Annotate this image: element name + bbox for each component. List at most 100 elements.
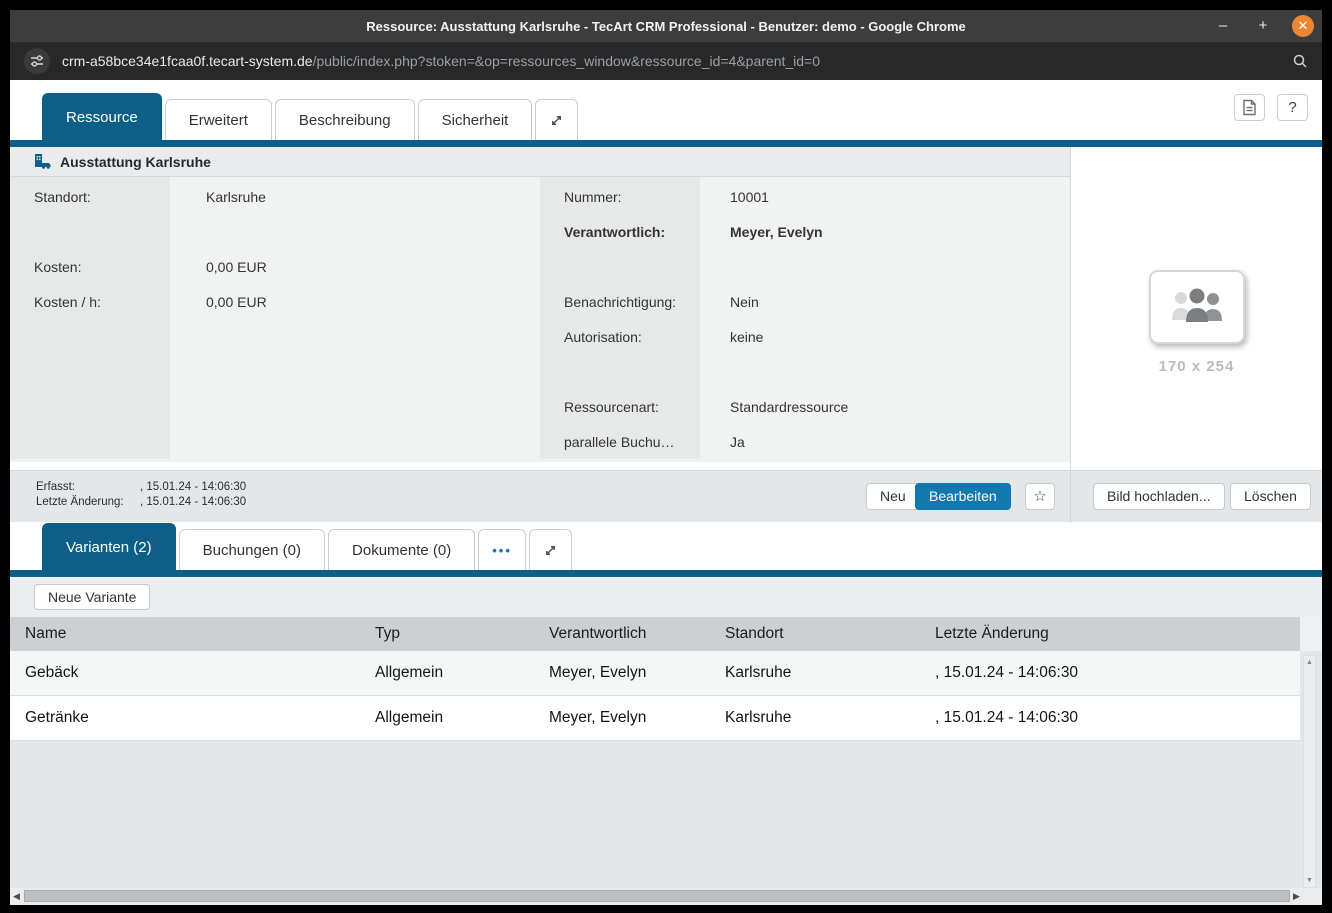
field-value: Meyer, Evelyn [730, 224, 823, 240]
cell-standort: Karlsruhe [725, 709, 792, 726]
field-label [540, 355, 700, 390]
variants-table-header: Name Typ Verantwortlich Standort Letzte … [10, 617, 1300, 651]
favorite-star-button[interactable]: ☆ [1025, 483, 1055, 510]
help-button[interactable]: ? [1277, 94, 1308, 121]
field-label: Benachrichtigung: [564, 294, 677, 310]
more-dots-icon: ••• [492, 542, 512, 558]
table-row[interactable]: Gebäck Allgemein Meyer, Evelyn Karlsruhe… [10, 651, 1300, 696]
field-value: 0,00 EUR [206, 294, 267, 310]
form-right-labels: Nummer: Verantwortlich: Benachrichtigung… [540, 177, 700, 459]
field-value: 10001 [730, 189, 769, 205]
accent-divider-bottom [10, 570, 1322, 577]
url-host: crm-a58bce34e1fcaa0f.tecart-system.de [62, 53, 313, 69]
scroll-up-icon[interactable]: ▲ [1306, 659, 1313, 666]
url-path: /public/index.php?stoken=&op=ressources_… [312, 53, 821, 69]
tab-expand[interactable] [535, 99, 579, 140]
form-right-values: 10001 Meyer, Evelyn Nein keine Standardr… [700, 177, 1070, 459]
bearbeiten-button[interactable]: Bearbeiten [915, 483, 1011, 510]
col-name: Name [25, 625, 67, 642]
field-value: Karlsruhe [206, 189, 266, 205]
variants-actions-bar: Neue Variante [10, 577, 1322, 617]
tab-erweitert[interactable]: Erweitert [164, 99, 272, 140]
tab-dokumente[interactable]: Dokumente (0) [328, 529, 476, 570]
image-placeholder [1148, 270, 1245, 344]
report-button[interactable] [1234, 94, 1265, 121]
tab-ressource[interactable]: Ressource [42, 93, 162, 140]
window-title: Ressource: Ausstattung Karlsruhe - TecAr… [366, 18, 966, 34]
scroll-right-icon[interactable]: ▶ [1293, 891, 1300, 901]
table-row[interactable]: Getränke Allgemein Meyer, Evelyn Karlsru… [10, 696, 1300, 741]
url-text[interactable]: crm-a58bce34e1fcaa0f.tecart-system.de/pu… [62, 53, 820, 69]
cell-name: Getränke [25, 709, 89, 726]
search-icon[interactable] [1292, 53, 1308, 69]
expand-icon [543, 543, 558, 558]
image-size-label: 170 x 254 [1158, 358, 1235, 375]
col-typ: Typ [375, 625, 400, 642]
field-label: Nummer: [564, 189, 622, 205]
site-settings-icon[interactable] [24, 48, 50, 74]
tab-more[interactable]: ••• [478, 529, 526, 570]
cell-verantwortlich: Meyer, Evelyn [549, 664, 647, 681]
cell-typ: Allgemein [375, 664, 444, 681]
url-bar[interactable]: crm-a58bce34e1fcaa0f.tecart-system.de/pu… [10, 42, 1322, 80]
field-value: keine [730, 329, 764, 345]
field-label: Kosten: [34, 259, 82, 275]
loeschen-button[interactable]: Löschen [1230, 483, 1311, 510]
tab-sicherheit[interactable]: Sicherheit [417, 99, 533, 140]
neue-variante-button[interactable]: Neue Variante [34, 584, 151, 610]
field-label: parallele Buchu… [564, 434, 675, 450]
resource-icon [34, 154, 51, 169]
neu-button[interactable]: Neu [866, 483, 920, 510]
horizontal-scroll-thumb[interactable] [24, 890, 1290, 902]
variants-table-body: Gebäck Allgemein Meyer, Evelyn Karlsruhe… [10, 651, 1322, 888]
window-titlebar: Ressource: Ausstattung Karlsruhe - TecAr… [10, 10, 1322, 42]
cell-standort: Karlsruhe [725, 664, 792, 681]
tab-expand-bottom[interactable] [528, 529, 572, 570]
close-button[interactable]: ✕ [1292, 15, 1314, 37]
cell-typ: Allgemein [375, 709, 444, 726]
aenderung-label: Letzte Änderung: [36, 496, 124, 508]
aenderung-value: , 15.01.24 - 14:06:30 [140, 496, 247, 508]
col-verantwortlich: Verantwortlich [549, 625, 647, 642]
field-value: Nein [730, 294, 759, 310]
form-left-labels: Standort: Kosten: Kosten / h: [10, 177, 170, 459]
bild-hochladen-button[interactable]: Bild hochladen... [1093, 483, 1225, 510]
field-label: Autorisation: [564, 329, 642, 345]
record-title: Ausstattung Karlsruhe [60, 153, 211, 170]
field-label [10, 215, 170, 250]
field-value [700, 250, 1070, 285]
form-left-values: Karlsruhe 0,00 EUR 0,00 EUR [170, 177, 540, 459]
table-vertical-scrollbar[interactable]: ▲ ▼ [1303, 655, 1316, 888]
minimize-button[interactable]: – [1218, 17, 1228, 34]
field-value: 0,00 EUR [206, 259, 267, 275]
maximize-button[interactable]: + [1258, 17, 1268, 34]
cell-verantwortlich: Meyer, Evelyn [549, 709, 647, 726]
tab-varianten[interactable]: Varianten (2) [42, 523, 176, 570]
field-label: Kosten / h: [34, 294, 101, 310]
col-standort: Standort [725, 625, 784, 642]
erfasst-value: , 15.01.24 - 14:06:30 [140, 481, 247, 493]
horizontal-scrollbar[interactable]: ◀ ▶ [10, 888, 1322, 905]
crm-page: Ressource Erweitert Beschreibung Sicherh… [10, 80, 1322, 905]
top-tabstrip: Ressource Erweitert Beschreibung Sicherh… [10, 80, 1322, 140]
field-label: Standort: [34, 189, 91, 205]
image-panel: 170 x 254 [1070, 147, 1322, 470]
cell-letzte-aenderung: , 15.01.24 - 14:06:30 [935, 709, 1079, 726]
field-value [700, 355, 1070, 390]
tab-buchungen[interactable]: Buchungen (0) [178, 529, 326, 570]
scroll-left-icon[interactable]: ◀ [13, 891, 20, 901]
cell-name: Gebäck [25, 664, 79, 681]
field-label: Verantwortlich: [564, 224, 666, 240]
field-value: Ja [730, 434, 745, 450]
audit-info: Erfasst: , 15.01.24 - 14:06:30 Letzte Änd… [36, 480, 246, 510]
record-header: Ausstattung Karlsruhe [10, 147, 1070, 177]
resource-form: Standort: Kosten: Kosten / h: Karlsruhe … [10, 177, 1070, 462]
field-value [170, 215, 540, 250]
bottom-tabstrip: Varianten (2) Buchungen (0) Dokumente (0… [10, 522, 1322, 570]
people-group-icon [1169, 288, 1225, 326]
cell-letzte-aenderung: , 15.01.24 - 14:06:30 [935, 664, 1079, 681]
col-letzte-aenderung: Letzte Änderung [935, 625, 1049, 642]
scroll-down-icon[interactable]: ▼ [1306, 877, 1313, 884]
field-value: Standardressource [730, 399, 849, 415]
tab-beschreibung[interactable]: Beschreibung [274, 99, 415, 140]
